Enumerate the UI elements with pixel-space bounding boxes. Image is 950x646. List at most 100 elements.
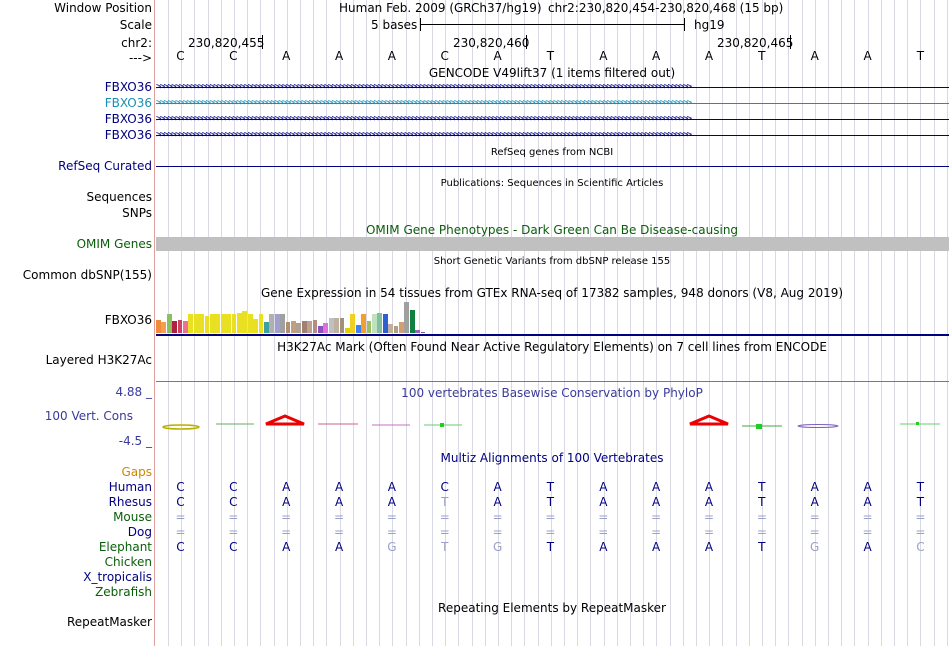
gtex-tissue-bar[interactable] bbox=[377, 313, 383, 333]
phylop-plot[interactable] bbox=[156, 410, 950, 435]
gtex-tissue-bar[interactable] bbox=[253, 319, 258, 333]
gtex-tissue-bar[interactable] bbox=[215, 314, 221, 333]
gtex-tissue-bar[interactable] bbox=[355, 325, 361, 333]
gtex-tissue-bar[interactable] bbox=[280, 314, 285, 333]
db-name: hg19 bbox=[694, 18, 725, 32]
gtex-tissue-bar[interactable] bbox=[307, 321, 312, 333]
species-label[interactable]: Chicken bbox=[104, 555, 152, 569]
gencode-transcript[interactable]: >>>>>>>>>>>>>>>>>>>>>>>>>>>>>>>>>>>>>>>>… bbox=[156, 113, 949, 125]
gtex-tissue-bar[interactable] bbox=[231, 314, 237, 333]
gtex-tissue-bar[interactable] bbox=[193, 314, 199, 333]
reference-base: T bbox=[758, 49, 766, 63]
publications-track-title[interactable]: Publications: Sequences in Scientific Ar… bbox=[440, 178, 664, 189]
gtex-tissue-bar[interactable] bbox=[415, 330, 420, 333]
refseq-label[interactable]: RefSeq Curated bbox=[58, 159, 152, 173]
grid-line bbox=[947, 0, 948, 646]
gtex-tissue-bar[interactable] bbox=[399, 322, 404, 333]
gencode-gene-label[interactable]: FBXO36 bbox=[104, 128, 152, 142]
gtex-tissue-bar[interactable] bbox=[366, 321, 372, 333]
gtex-tissue-bar[interactable] bbox=[237, 313, 242, 333]
species-label[interactable]: Mouse bbox=[113, 510, 152, 524]
gtex-tissue-bar[interactable] bbox=[318, 326, 323, 333]
repeatmasker-label[interactable]: RepeatMasker bbox=[66, 615, 152, 629]
gtex-tissue-bar[interactable] bbox=[274, 314, 280, 333]
omim-gene-bar[interactable] bbox=[156, 237, 949, 251]
gencode-transcript[interactable]: >>>>>>>>>>>>>>>>>>>>>>>>>>>>>>>>>>>>>>>>… bbox=[156, 97, 949, 109]
dbsnp-track-title[interactable]: Short Genetic Variants from dbSNP releas… bbox=[433, 256, 671, 267]
gtex-tissue-bar[interactable] bbox=[420, 332, 426, 333]
omim-label[interactable]: OMIM Genes bbox=[76, 237, 152, 251]
h3k27ac-track-title[interactable]: H3K27Ac Mark (Often Found Near Active Re… bbox=[277, 340, 827, 354]
species-label[interactable]: Human bbox=[108, 480, 152, 494]
gtex-tissue-bar[interactable] bbox=[172, 321, 177, 333]
gtex-tissue-bar[interactable] bbox=[210, 314, 215, 333]
gtex-bar-chart[interactable] bbox=[156, 300, 556, 333]
gencode-gene-label[interactable]: FBXO36 bbox=[104, 80, 152, 94]
gtex-gene-label[interactable]: FBXO36 bbox=[104, 313, 152, 327]
gtex-tissue-bar[interactable] bbox=[220, 314, 226, 333]
alignment-base: = bbox=[334, 525, 345, 539]
phylop-label[interactable]: 100 Vert. Cons bbox=[44, 409, 133, 423]
phylop-track-title[interactable]: 100 vertebrates Basewise Conservation by… bbox=[401, 386, 703, 400]
alignment-base: T bbox=[758, 480, 766, 494]
grid-line bbox=[247, 0, 248, 646]
species-label[interactable]: Zebrafish bbox=[95, 585, 152, 599]
gtex-tissue-bar[interactable] bbox=[188, 314, 194, 333]
gencode-track-title[interactable]: GENCODE V49lift37 (1 items filtered out) bbox=[428, 66, 676, 80]
species-label[interactable]: Elephant bbox=[98, 540, 152, 554]
gtex-tissue-bar[interactable] bbox=[226, 314, 231, 333]
gaps-label[interactable]: Gaps bbox=[121, 465, 152, 479]
gtex-tissue-bar[interactable] bbox=[199, 314, 204, 333]
snps-label[interactable]: SNPs bbox=[122, 206, 152, 220]
sequences-label[interactable]: Sequences bbox=[86, 190, 152, 204]
gtex-tissue-bar[interactable] bbox=[339, 318, 345, 333]
gtex-tissue-bar[interactable] bbox=[177, 320, 183, 333]
gtex-tissue-bar[interactable] bbox=[361, 314, 366, 333]
gtex-tissue-bar[interactable] bbox=[345, 328, 350, 333]
gtex-track-title[interactable]: Gene Expression in 54 tissues from GTEx … bbox=[260, 286, 844, 300]
gtex-tissue-bar[interactable] bbox=[285, 322, 291, 333]
gtex-tissue-bar[interactable] bbox=[404, 302, 410, 333]
gtex-tissue-bar[interactable] bbox=[409, 310, 415, 333]
gtex-tissue-bar[interactable] bbox=[291, 321, 296, 333]
species-label[interactable]: Rhesus bbox=[108, 495, 152, 509]
gencode-transcript[interactable]: >>>>>>>>>>>>>>>>>>>>>>>>>>>>>>>>>>>>>>>>… bbox=[156, 81, 949, 93]
gtex-tissue-bar[interactable] bbox=[247, 314, 253, 333]
gtex-tissue-bar[interactable] bbox=[382, 314, 388, 333]
omim-track-title[interactable]: OMIM Gene Phenotypes - Dark Green Can Be… bbox=[365, 223, 739, 237]
gtex-tissue-bar[interactable] bbox=[269, 314, 275, 333]
gtex-tissue-bar[interactable] bbox=[156, 320, 161, 333]
species-label[interactable]: X_tropicalis bbox=[83, 570, 152, 584]
species-label[interactable]: Dog bbox=[127, 525, 152, 539]
gtex-tissue-bar[interactable] bbox=[350, 314, 356, 333]
gtex-tissue-bar[interactable] bbox=[204, 316, 210, 333]
h3k27ac-label[interactable]: Layered H3K27Ac bbox=[45, 353, 152, 367]
gencode-transcript[interactable]: >>>>>>>>>>>>>>>>>>>>>>>>>>>>>>>>>>>>>>>>… bbox=[156, 129, 949, 141]
grid-line bbox=[590, 0, 591, 646]
gencode-gene-label[interactable]: FBXO36 bbox=[104, 112, 152, 126]
gtex-tissue-bar[interactable] bbox=[334, 318, 339, 333]
gtex-tissue-bar[interactable] bbox=[312, 320, 318, 333]
refseq-gene-line[interactable] bbox=[156, 166, 949, 167]
repeatmasker-track-title[interactable]: Repeating Elements by RepeatMasker bbox=[438, 601, 666, 615]
gtex-tissue-bar[interactable] bbox=[301, 321, 307, 333]
gtex-tissue-bar[interactable] bbox=[323, 323, 329, 333]
gtex-tissue-bar[interactable] bbox=[258, 314, 264, 333]
alignment-base: A bbox=[493, 495, 502, 509]
grid-line bbox=[841, 0, 842, 646]
gtex-tissue-bar[interactable] bbox=[166, 314, 172, 333]
grid-line bbox=[564, 0, 565, 646]
refseq-track-title[interactable]: RefSeq genes from NCBI bbox=[490, 147, 614, 158]
gtex-tissue-bar[interactable] bbox=[161, 322, 167, 333]
gtex-tissue-bar[interactable] bbox=[264, 322, 269, 333]
multiz-track-title[interactable]: Multiz Alignments of 100 Vertebrates bbox=[440, 451, 664, 465]
gtex-tissue-bar[interactable] bbox=[388, 324, 393, 333]
gtex-tissue-bar[interactable] bbox=[372, 314, 377, 333]
gtex-tissue-bar[interactable] bbox=[393, 326, 399, 333]
gtex-tissue-bar[interactable] bbox=[183, 321, 188, 333]
dbsnp-label[interactable]: Common dbSNP(155) bbox=[22, 268, 152, 282]
gtex-tissue-bar[interactable] bbox=[328, 318, 334, 333]
gencode-gene-label[interactable]: FBXO36 bbox=[104, 96, 152, 110]
gtex-tissue-bar[interactable] bbox=[242, 311, 248, 333]
gtex-tissue-bar[interactable] bbox=[296, 323, 302, 333]
